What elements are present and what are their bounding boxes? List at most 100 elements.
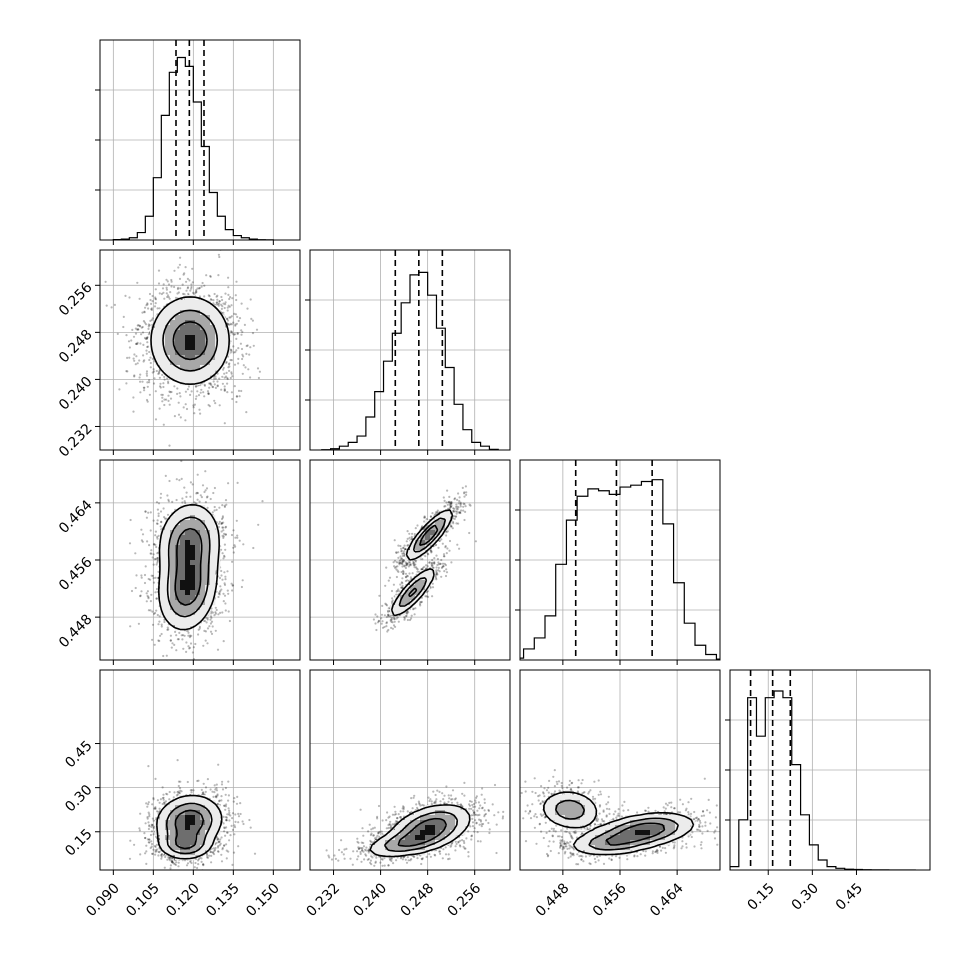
density-cell xyxy=(185,530,191,536)
density-cell xyxy=(205,600,211,606)
sample-point xyxy=(218,576,222,580)
sample-point xyxy=(214,606,217,609)
sample-point xyxy=(170,280,173,283)
sample-point xyxy=(143,573,147,577)
sample-point xyxy=(156,552,159,555)
sample-point xyxy=(226,323,229,326)
sample-point xyxy=(151,357,154,360)
sample-point xyxy=(441,565,444,569)
sample-point xyxy=(104,280,107,283)
density-cell xyxy=(190,340,196,346)
sample-point xyxy=(167,498,170,501)
sample-point xyxy=(146,381,149,384)
sample-point xyxy=(194,642,197,646)
sample-point xyxy=(224,303,227,306)
density-cell xyxy=(190,305,196,311)
density-cell xyxy=(190,510,196,516)
density-cell xyxy=(185,330,191,336)
density-cell xyxy=(200,335,206,341)
sample-point xyxy=(214,377,217,380)
density-cell xyxy=(190,550,196,556)
sample-point xyxy=(181,497,184,500)
sample-point xyxy=(155,501,159,504)
sample-point xyxy=(157,623,160,626)
sample-point xyxy=(401,560,404,563)
sample-point xyxy=(139,595,142,598)
density-cell xyxy=(180,510,186,516)
sample-point xyxy=(198,295,201,298)
sample-point xyxy=(170,278,173,282)
sample-point xyxy=(167,296,170,299)
density-cell xyxy=(205,305,211,311)
sample-point xyxy=(425,567,428,570)
sample-point xyxy=(146,345,149,349)
sample-point xyxy=(402,559,405,562)
sample-point xyxy=(147,597,150,600)
density-cell xyxy=(175,340,181,346)
sample-point xyxy=(437,561,440,564)
sample-point xyxy=(169,639,172,642)
panel-frame xyxy=(309,249,511,451)
sample-point xyxy=(191,281,194,284)
sample-point xyxy=(196,390,199,393)
sample-point xyxy=(184,419,187,422)
sample-point xyxy=(412,562,415,565)
sample-point xyxy=(221,305,224,308)
density-cell xyxy=(210,370,216,376)
sample-point xyxy=(145,600,148,603)
sample-point xyxy=(406,579,409,582)
sample-point xyxy=(188,646,192,649)
sample-point xyxy=(202,391,205,394)
sample-point xyxy=(145,516,148,519)
sample-point xyxy=(224,578,227,581)
sample-point xyxy=(431,561,434,565)
density-cell xyxy=(195,540,201,546)
panel-frame xyxy=(99,459,301,661)
sample-point xyxy=(190,390,193,393)
density-cell xyxy=(175,570,181,576)
sample-point xyxy=(162,291,165,294)
density-cell xyxy=(210,365,216,371)
sample-point xyxy=(205,487,209,490)
density-cell xyxy=(195,570,201,576)
density-cell xyxy=(185,615,191,621)
sample-point xyxy=(137,622,140,625)
density-cell xyxy=(160,365,166,371)
density-cell xyxy=(165,525,171,531)
sample-point xyxy=(427,553,430,556)
density-cell xyxy=(205,555,211,561)
density-cell xyxy=(180,585,186,591)
sample-point xyxy=(131,328,134,331)
panel-1-1 xyxy=(305,249,511,455)
panel-content xyxy=(100,460,300,660)
sample-point xyxy=(199,412,202,415)
sample-point xyxy=(152,370,156,373)
sample-point xyxy=(408,572,411,575)
sample-point xyxy=(248,353,251,356)
sample-point xyxy=(176,287,179,291)
sample-point xyxy=(182,406,185,409)
density-cell xyxy=(195,615,201,621)
sample-point xyxy=(147,596,150,599)
density-cell xyxy=(195,595,201,601)
sample-point xyxy=(412,561,415,564)
sample-point xyxy=(458,510,461,514)
sample-point xyxy=(224,602,227,605)
sample-point xyxy=(242,543,245,546)
sample-point xyxy=(186,286,190,289)
sample-point xyxy=(149,298,152,302)
density-cell xyxy=(150,345,156,351)
density-cell xyxy=(215,350,221,356)
sample-point xyxy=(449,505,452,508)
sample-point xyxy=(428,561,431,564)
sample-point xyxy=(132,410,135,413)
sample-point xyxy=(189,634,192,637)
density-cell xyxy=(195,605,201,611)
sample-point xyxy=(153,543,156,546)
sample-point xyxy=(233,544,236,547)
sample-point xyxy=(223,571,226,574)
sample-point xyxy=(136,328,139,331)
sample-point xyxy=(234,294,237,297)
sample-point xyxy=(457,502,460,505)
